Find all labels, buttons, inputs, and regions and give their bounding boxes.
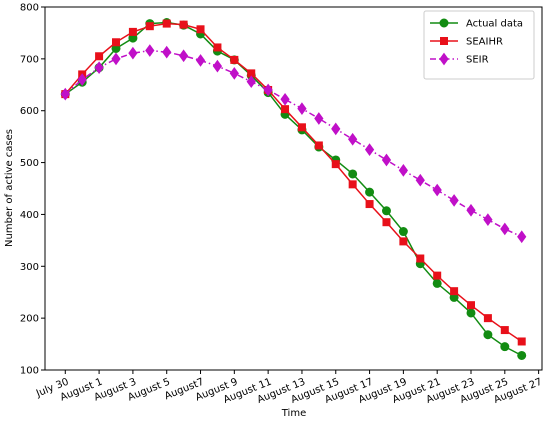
point [95,52,104,61]
point [196,25,205,34]
legend-label: SEAIHR [466,37,503,48]
point [348,169,358,179]
point [281,105,290,114]
series-line [64,22,523,343]
point [398,163,408,177]
point [348,132,358,146]
y-tick-label: 700 [20,54,39,65]
point [112,38,120,47]
y-tick-label: 400 [20,210,39,221]
point [179,20,188,29]
point [297,102,307,115]
point [517,350,527,360]
point [128,46,138,60]
point [381,206,391,216]
point [449,194,459,207]
point [381,153,392,167]
y-axis-label: Number of active cases [4,129,15,247]
point [314,112,324,125]
point [466,308,476,318]
legend-label: SEIR [466,55,489,66]
legend-marker [439,18,449,28]
point [517,230,527,244]
point [162,19,171,28]
point [365,187,375,197]
point [399,237,408,246]
point [398,227,408,237]
y-tick-label: 100 [20,366,39,377]
point [212,59,223,73]
point [195,54,206,67]
point [365,200,374,209]
point [230,55,239,64]
point [500,342,510,352]
y-tick-label: 800 [20,3,39,14]
point [145,22,154,31]
y-tick-label: 200 [20,314,39,325]
point [432,278,442,288]
point [416,254,425,263]
point [331,122,341,136]
point [314,141,323,150]
x-axis-label: Time [281,408,306,419]
y-tick-label: 500 [20,158,39,169]
point [246,75,256,89]
point [364,143,375,156]
point [348,180,357,189]
point [483,314,492,323]
point [483,330,493,340]
point [229,67,239,80]
point [450,287,459,296]
point [111,52,121,66]
point [263,83,273,97]
point [145,44,155,57]
legend-label: Actual data [466,19,523,30]
legend-marker [440,37,448,45]
legend-box [423,10,535,80]
point [483,213,493,226]
point [60,87,70,101]
point [500,326,509,335]
y-tick-label: 300 [20,262,39,273]
point [280,92,290,106]
point [162,45,172,59]
y-tick-label: 600 [20,106,39,117]
point [415,173,425,187]
series-line [64,21,523,357]
point [466,203,476,217]
point [94,61,104,75]
point [213,43,222,52]
point [517,337,526,346]
point [467,301,475,310]
point [128,27,137,36]
legend-marker [439,52,449,66]
point [297,123,306,132]
point [433,271,442,280]
point [331,160,340,169]
point [500,222,510,236]
legend: Actual data SEAIHR SEIR [423,10,535,80]
plot-frame [44,6,543,371]
point [77,73,87,86]
point [432,183,442,197]
point [179,49,189,63]
point [382,218,391,227]
